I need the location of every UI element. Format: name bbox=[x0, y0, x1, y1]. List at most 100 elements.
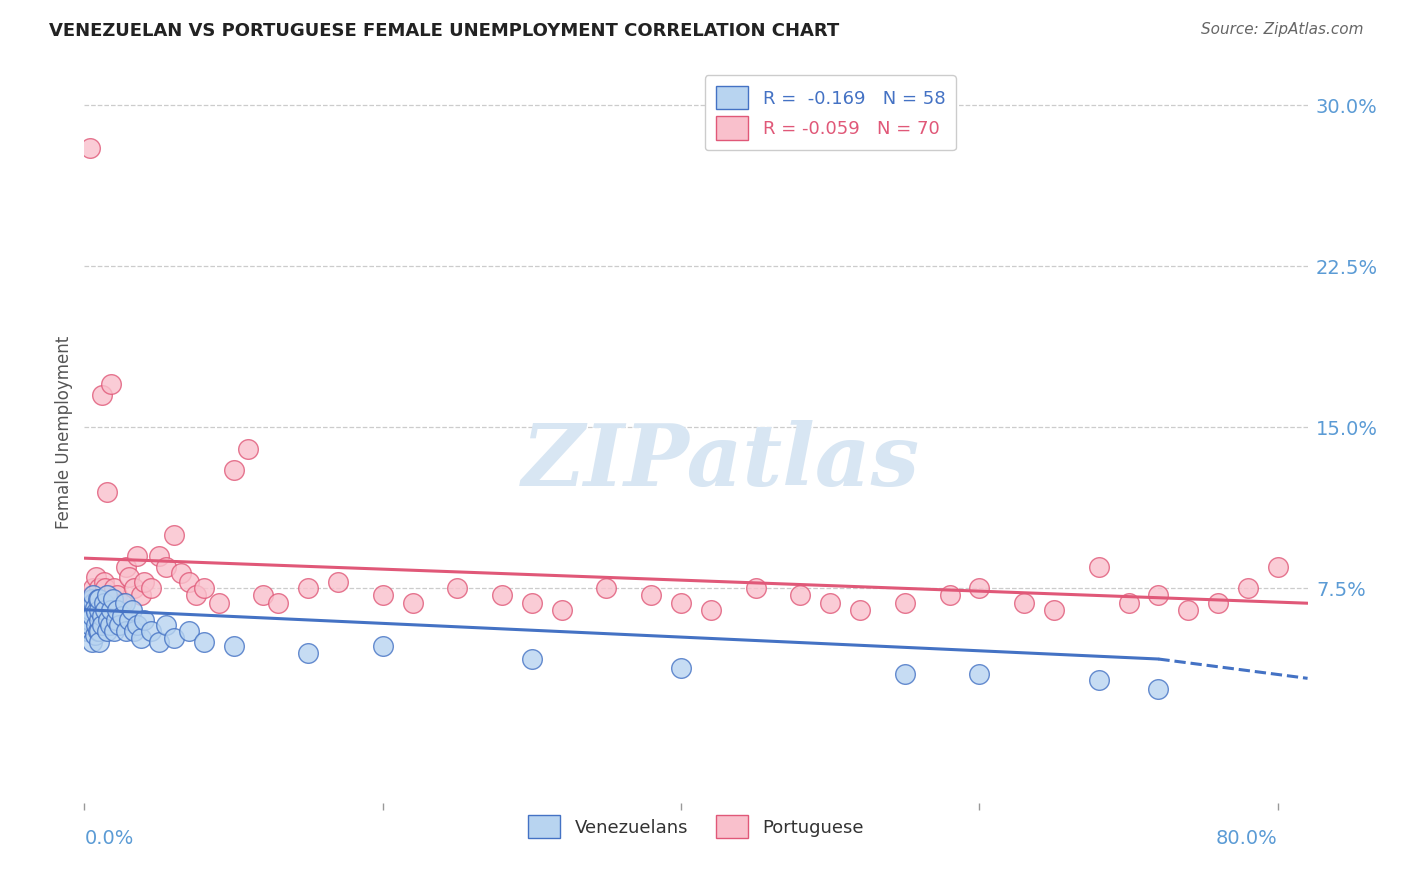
Point bbox=[105, 602, 128, 616]
Point bbox=[122, 581, 145, 595]
Point bbox=[103, 581, 125, 595]
Point bbox=[91, 617, 114, 632]
Point bbox=[595, 581, 617, 595]
Point bbox=[207, 596, 229, 610]
Point bbox=[401, 596, 423, 610]
Point bbox=[89, 591, 111, 606]
Point bbox=[118, 570, 141, 584]
Point bbox=[103, 624, 125, 639]
Point bbox=[76, 624, 98, 639]
Point bbox=[520, 596, 543, 610]
Point bbox=[1267, 559, 1289, 574]
Point bbox=[87, 596, 110, 610]
Point bbox=[669, 596, 692, 610]
Point bbox=[114, 596, 136, 610]
Point bbox=[1087, 673, 1109, 688]
Point bbox=[1118, 596, 1140, 610]
Point bbox=[100, 602, 122, 616]
Point bbox=[98, 617, 121, 632]
Point bbox=[94, 602, 117, 616]
Point bbox=[551, 602, 574, 616]
Point bbox=[89, 596, 111, 610]
Point bbox=[141, 581, 163, 595]
Point bbox=[371, 639, 394, 653]
Point bbox=[252, 588, 274, 602]
Point bbox=[446, 581, 468, 595]
Point bbox=[969, 581, 991, 595]
Point bbox=[82, 596, 104, 610]
Text: VENEZUELAN VS PORTUGUESE FEMALE UNEMPLOYMENT CORRELATION CHART: VENEZUELAN VS PORTUGUESE FEMALE UNEMPLOY… bbox=[49, 22, 839, 40]
Point bbox=[163, 631, 186, 645]
Point bbox=[122, 624, 145, 639]
Point bbox=[84, 570, 107, 584]
Point bbox=[80, 635, 103, 649]
Point bbox=[84, 605, 107, 619]
Point bbox=[89, 624, 111, 639]
Point bbox=[129, 631, 152, 645]
Point bbox=[267, 596, 290, 610]
Point bbox=[77, 591, 100, 606]
Point bbox=[84, 617, 107, 632]
Point bbox=[98, 596, 121, 610]
Point bbox=[297, 646, 319, 660]
Point bbox=[700, 602, 723, 616]
Text: 80.0%: 80.0% bbox=[1216, 829, 1278, 847]
Point bbox=[91, 388, 114, 402]
Point bbox=[121, 602, 143, 616]
Point bbox=[118, 614, 141, 628]
Point bbox=[125, 617, 148, 632]
Point bbox=[1087, 559, 1109, 574]
Point bbox=[96, 484, 118, 499]
Point bbox=[104, 614, 127, 628]
Point bbox=[76, 602, 98, 616]
Point bbox=[96, 588, 118, 602]
Point bbox=[82, 588, 104, 602]
Point bbox=[77, 614, 100, 628]
Point bbox=[170, 566, 193, 581]
Point bbox=[1043, 602, 1066, 616]
Point bbox=[1012, 596, 1035, 610]
Point bbox=[94, 581, 117, 595]
Point bbox=[1206, 596, 1229, 610]
Point bbox=[79, 617, 101, 632]
Point bbox=[89, 602, 111, 616]
Point bbox=[115, 559, 138, 574]
Point bbox=[80, 609, 103, 624]
Point bbox=[297, 581, 319, 595]
Point bbox=[93, 596, 115, 610]
Point bbox=[93, 574, 115, 589]
Point bbox=[669, 660, 692, 674]
Point bbox=[1177, 602, 1199, 616]
Point bbox=[894, 667, 917, 681]
Point bbox=[520, 652, 543, 666]
Point bbox=[222, 639, 245, 653]
Point bbox=[148, 549, 170, 563]
Point bbox=[155, 559, 177, 574]
Point bbox=[87, 624, 110, 639]
Point bbox=[101, 591, 124, 606]
Point bbox=[111, 596, 134, 610]
Point bbox=[132, 574, 155, 589]
Legend: Venezuelans, Portuguese: Venezuelans, Portuguese bbox=[520, 808, 872, 846]
Point bbox=[789, 588, 811, 602]
Point bbox=[82, 596, 104, 610]
Point bbox=[938, 588, 960, 602]
Point bbox=[89, 588, 111, 602]
Point bbox=[1147, 588, 1170, 602]
Point bbox=[326, 574, 349, 589]
Point bbox=[87, 591, 110, 606]
Point bbox=[1237, 581, 1260, 595]
Point bbox=[491, 588, 513, 602]
Point bbox=[89, 614, 111, 628]
Point bbox=[163, 527, 186, 541]
Point bbox=[84, 591, 107, 606]
Point bbox=[969, 667, 991, 681]
Point bbox=[89, 635, 111, 649]
Point bbox=[80, 591, 103, 606]
Point bbox=[193, 581, 215, 595]
Point bbox=[100, 377, 122, 392]
Point bbox=[141, 624, 163, 639]
Point bbox=[818, 596, 841, 610]
Point bbox=[107, 617, 129, 632]
Point bbox=[125, 549, 148, 563]
